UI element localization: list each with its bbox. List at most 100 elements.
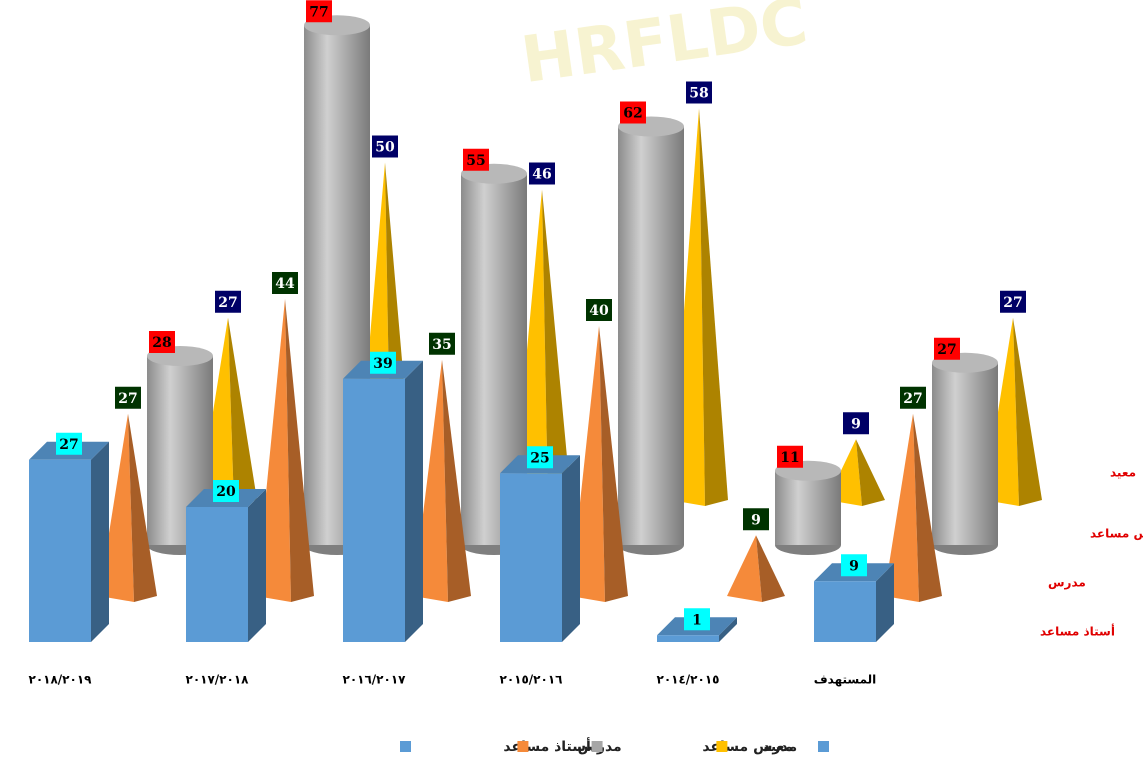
data-label-group: 55 xyxy=(463,148,489,171)
legend-swatch xyxy=(517,741,529,752)
data-label: 27 xyxy=(937,342,956,358)
data-label-box xyxy=(843,412,869,435)
bar-side xyxy=(91,441,109,642)
data-label-group: 40 xyxy=(586,299,612,321)
data-label-box xyxy=(900,386,926,409)
data-label-group: 27 xyxy=(215,290,241,313)
bar-front xyxy=(186,507,248,642)
pyramid-right xyxy=(913,413,942,602)
data-label: 35 xyxy=(432,337,451,353)
cylinder xyxy=(775,460,841,555)
bar-side xyxy=(719,617,737,642)
data-label-group: 39 xyxy=(370,351,396,374)
bar-front xyxy=(500,473,562,642)
x-tick-label: ٢٠١٧/٢٠١٨ xyxy=(186,673,250,687)
bar xyxy=(186,489,266,642)
data-label-box xyxy=(527,446,553,469)
data-label-group: 1 xyxy=(684,608,710,631)
data-label-group: 9 xyxy=(843,412,869,435)
pyramid-right xyxy=(285,299,314,602)
data-label: 9 xyxy=(751,512,761,528)
pyramid-right xyxy=(442,359,471,602)
x-tick-label: ٢٠١٥/٢٠١٦ xyxy=(500,673,563,687)
data-label-box xyxy=(272,272,298,294)
data-label-group: 28 xyxy=(149,331,175,353)
data-label: 1 xyxy=(692,612,702,628)
data-label: 27 xyxy=(218,295,237,311)
data-label-box xyxy=(56,432,82,455)
depth-axis-label: مدرس مساعد xyxy=(1090,527,1143,541)
bar-front xyxy=(814,581,876,642)
legend-swatch xyxy=(591,741,603,752)
pyramid-right xyxy=(228,317,257,506)
data-label-box xyxy=(529,162,555,185)
data-label-box xyxy=(372,135,398,158)
cylinder xyxy=(618,116,684,555)
data-label-group: 11 xyxy=(777,445,803,468)
data-label-box xyxy=(1000,290,1026,313)
data-label: 50 xyxy=(375,140,395,156)
data-label-box xyxy=(586,299,612,321)
pyramid-right xyxy=(542,189,571,506)
data-label-group: 62 xyxy=(620,101,646,124)
data-label-group: 46 xyxy=(529,162,555,185)
data-label-group: 27 xyxy=(900,386,926,409)
data-label-box xyxy=(306,0,332,23)
data-label-group: 58 xyxy=(686,81,712,104)
legend-label: معيد xyxy=(763,739,793,755)
data-label: 27 xyxy=(59,437,78,453)
data-label-group: 9 xyxy=(743,508,769,531)
pyramid-right xyxy=(599,326,628,602)
data-label-group: 25 xyxy=(527,446,553,469)
data-label-box xyxy=(213,480,239,502)
data-label-group: 44 xyxy=(272,272,298,294)
depth-axis-label: مدرس xyxy=(1048,576,1086,590)
bar xyxy=(500,455,580,642)
data-label-box xyxy=(841,554,867,577)
data-label-group: 27 xyxy=(115,386,141,409)
data-label: 44 xyxy=(275,276,295,292)
data-label: 25 xyxy=(530,450,549,466)
pyramid-right xyxy=(128,413,157,602)
cylinder-body xyxy=(618,126,684,545)
data-label-group: 27 xyxy=(934,337,960,360)
bar xyxy=(343,360,423,642)
data-label: 27 xyxy=(903,391,922,407)
pyramid-left xyxy=(727,535,762,602)
data-label: 27 xyxy=(118,391,137,407)
data-label-group: 77 xyxy=(306,0,332,23)
data-label-box xyxy=(934,337,960,360)
data-label-group: 50 xyxy=(372,135,398,158)
pyramid-right xyxy=(856,439,885,506)
watermark: HRFLDC xyxy=(517,0,812,98)
bar-side xyxy=(562,455,580,642)
cylinder-body xyxy=(932,362,998,545)
legend-swatch xyxy=(716,741,728,752)
x-tick-label: ٢٠١٤/٢٠١٥ xyxy=(657,673,720,687)
pyramid-right xyxy=(699,108,728,506)
data-label: 11 xyxy=(780,450,799,466)
bar-side xyxy=(405,360,423,642)
data-label-box xyxy=(684,608,710,631)
data-label-group: 35 xyxy=(429,332,455,355)
data-label-box xyxy=(463,148,489,171)
data-label: 9 xyxy=(849,558,859,574)
data-label: 55 xyxy=(466,153,485,169)
pyramid-left xyxy=(884,413,919,602)
pyramid-right xyxy=(1013,317,1042,506)
x-tick-label: المستهدف xyxy=(814,673,877,687)
cylinder-body xyxy=(775,470,841,545)
depth-axis-label: معيد xyxy=(1110,466,1136,480)
legend-swatch xyxy=(400,741,411,752)
data-label-group: 27 xyxy=(56,432,82,455)
pyramid-right xyxy=(756,535,785,602)
bar-front xyxy=(29,459,91,642)
data-label: 77 xyxy=(309,4,328,20)
data-label: 62 xyxy=(623,106,642,122)
x-tick-label: ٢٠١٦/٢٠١٧ xyxy=(343,673,407,687)
legend-swatch xyxy=(818,741,829,752)
data-label-group: 20 xyxy=(213,480,239,502)
data-label-group: 9 xyxy=(841,554,867,577)
cylinder xyxy=(932,352,998,555)
